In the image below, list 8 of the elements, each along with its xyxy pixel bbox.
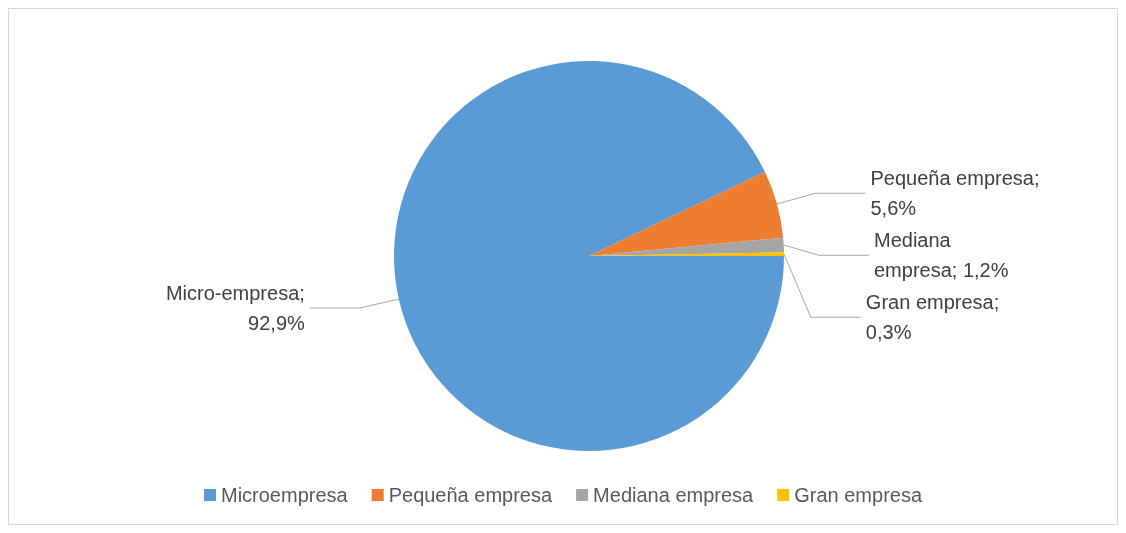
legend-label: Microempresa [220, 484, 349, 506]
data-label: Micro-empresa; 92,9% [165, 281, 306, 334]
data-label: Mediana empresa; 1,2% [874, 229, 1009, 282]
legend-label: Mediana empresa [593, 484, 755, 506]
legend-label: Gran empresa [794, 484, 923, 506]
data-label: Gran empresa; 0,3% [865, 291, 1000, 344]
legend-label: Pequeña empresa [388, 484, 553, 506]
data-label: Pequeña empresa; 5,6% [870, 167, 1040, 220]
